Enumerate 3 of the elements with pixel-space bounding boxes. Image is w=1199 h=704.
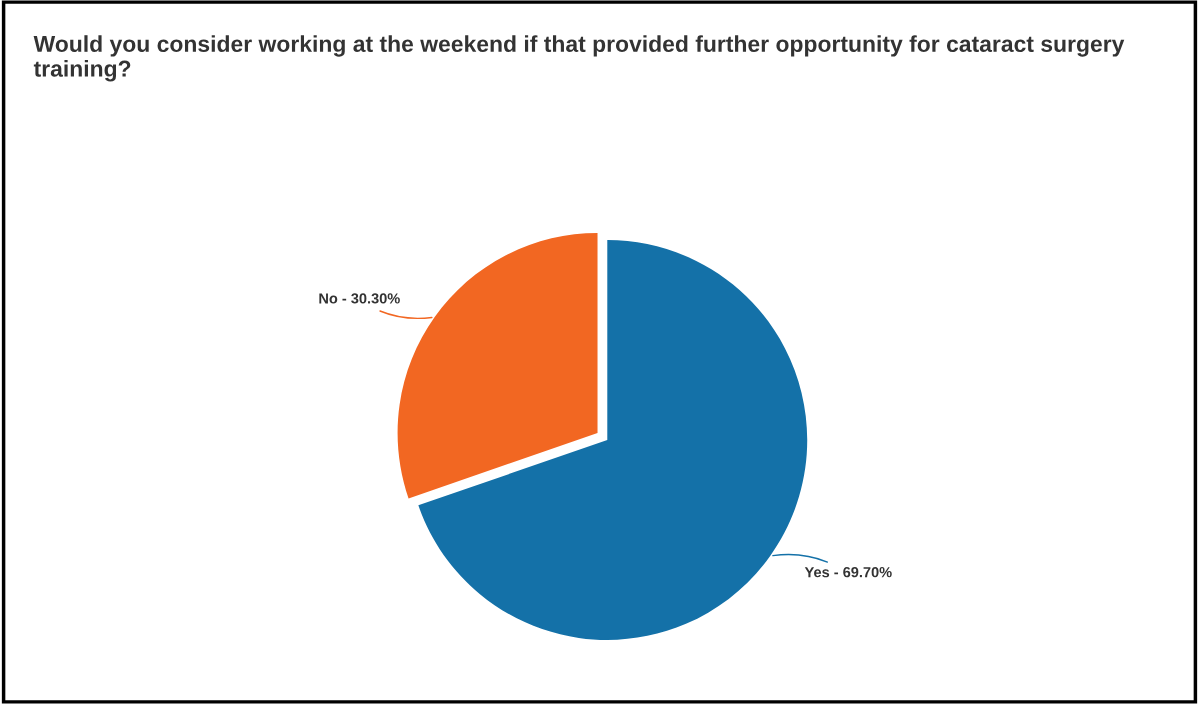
slice-label: No - 30.30% [319,293,400,304]
slice-label: Yes - 69.70% [804,566,892,578]
chart-title: Would you consider working at the weekend if that provided further opportunity for cataract surgery training? [33,35,1125,82]
